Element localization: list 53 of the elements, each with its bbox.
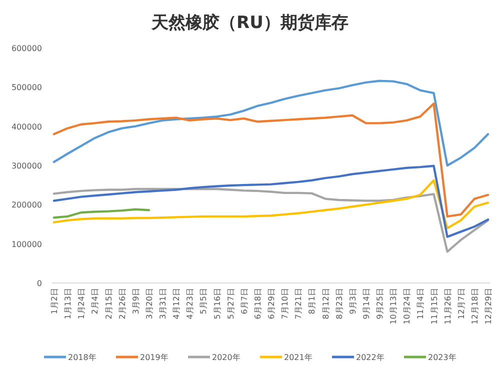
x-tick-label: 6月18日 [253, 288, 262, 320]
y-tick-label: 200000 [11, 200, 42, 210]
x-tick-label: 8月12日 [321, 288, 330, 320]
x-tick-label: 6月7日 [240, 288, 249, 314]
y-tick-label: 500000 [11, 83, 42, 92]
x-tick-label: 11月15日 [430, 288, 439, 324]
x-tick-label: 10月13日 [389, 288, 398, 324]
x-tick-label: 12月7日 [456, 288, 466, 320]
line-series [52, 179, 490, 230]
line-series [52, 188, 490, 253]
y-tick-label: 600000 [11, 44, 42, 53]
x-tick-label: 10月24日 [402, 288, 412, 324]
x-tick-label: 3月31日 [158, 288, 168, 320]
legend-label: 2020年 [212, 353, 240, 362]
x-tick-label: 1月24日 [77, 288, 86, 320]
line-series [52, 80, 490, 167]
x-tick-label: 2月4日 [90, 288, 100, 314]
x-tick-label: 3月9日 [131, 288, 140, 314]
x-tick-label: 2月15日 [104, 288, 114, 320]
x-tick-label: 1月13日 [64, 288, 73, 320]
x-tick-label: 1月2日 [50, 288, 59, 314]
legend-label: 2021年 [284, 353, 312, 362]
legend-label: 2018年 [68, 353, 96, 362]
x-tick-label: 9月3日 [348, 288, 358, 314]
y-tick-label: 0 [36, 279, 42, 288]
x-tick-label: 6月29日 [267, 288, 276, 320]
legend-label: 2019年 [140, 353, 168, 362]
y-tick-label: 100000 [11, 240, 42, 249]
x-tick-label: 11月4日 [416, 288, 426, 320]
legend-label: 2022年 [356, 353, 384, 362]
line-series [52, 208, 150, 219]
x-tick-label: 7月10日 [280, 288, 290, 320]
line-series [52, 102, 490, 218]
x-tick-label: 5月16日 [212, 288, 222, 320]
x-tick-label: 2月26日 [118, 288, 127, 320]
x-tick-label: 12月29日 [484, 288, 493, 324]
x-tick-label: 9月25日 [376, 288, 384, 320]
y-tick-label: 300000 [11, 162, 42, 170]
line-series [52, 164, 490, 238]
x-tick-label: 8月1日 [308, 288, 317, 314]
x-tick-label: 9月14日 [362, 288, 371, 320]
x-tick-label: 4月12日 [172, 288, 182, 320]
y-tick-label: 400000 [11, 122, 42, 132]
x-tick-label: 11月26日 [443, 288, 452, 324]
x-tick-label: 3月20日 [144, 288, 154, 320]
x-tick-label: 7月21日 [294, 288, 304, 320]
x-tick-label: 12月18日 [470, 288, 480, 324]
x-tick-label: 5月27日 [226, 288, 236, 320]
x-tick-label: 5月5日 [199, 288, 208, 314]
legend-label: 2023年 [428, 353, 456, 362]
x-tick-label: 4月23日 [186, 288, 195, 320]
chart-title: 天然橡胶（RU）期货库存 [150, 13, 348, 33]
x-tick-label: 8月23日 [334, 288, 344, 320]
